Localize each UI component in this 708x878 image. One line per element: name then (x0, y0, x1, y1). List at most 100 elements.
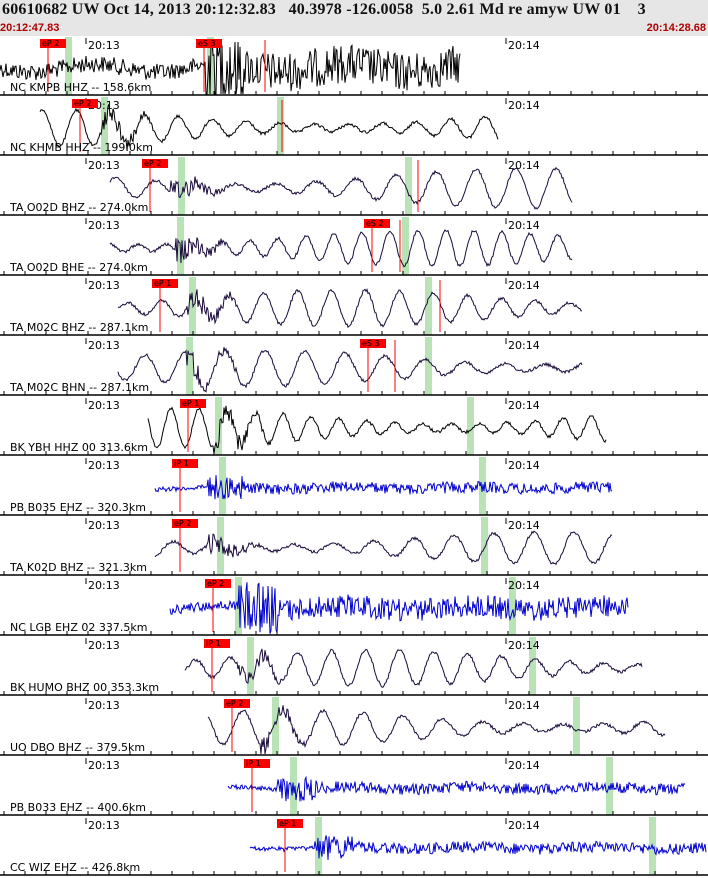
minute-tick-label: 20:13 (88, 579, 120, 592)
minute-tick-label: 20:13 (88, 459, 120, 472)
trace-row: 20:13 20:14 eP 2 NC LGB EHZ 02 337.5km (0, 577, 708, 636)
phase-pick-box[interactable] (152, 279, 178, 288)
phase-pick-box[interactable] (244, 759, 270, 768)
phase-pick-label: eP 2 (74, 99, 91, 108)
station-label: NC LGB EHZ 02 337.5km (10, 621, 147, 634)
phase-pick-box[interactable] (172, 459, 198, 468)
pick-window (219, 457, 226, 515)
pick-window (529, 637, 536, 695)
minute-tick-label: 20:13 (88, 339, 120, 352)
pick-window (217, 517, 224, 575)
phase-pick-box[interactable] (204, 639, 230, 648)
phase-pick-label: iP 1 (206, 639, 221, 648)
minute-tick-label: 20:14 (508, 459, 540, 472)
phase-pick-label: eP 2 (174, 519, 191, 528)
phase-pick-box[interactable] (205, 579, 231, 588)
minute-tick-label: 20:14 (508, 39, 540, 52)
waveform-trace (147, 405, 607, 455)
pick-window (425, 277, 432, 335)
pick-window (425, 337, 432, 395)
trace-row: 20:13 20:14 iP 1 BK HUMO BHZ 00 353.3km (0, 637, 708, 696)
end-time: 20:14:28.68 (646, 22, 706, 34)
minute-tick-label: 20:13 (88, 759, 120, 772)
minute-tick-label: 20:14 (508, 519, 540, 532)
phase-pick-box[interactable] (364, 219, 390, 228)
waveform-trace (207, 705, 666, 755)
waveform-trace (117, 288, 583, 329)
pick-window (277, 97, 284, 155)
phase-pick-box[interactable] (180, 399, 206, 408)
minute-tick-label: 20:13 (88, 819, 120, 832)
pick-window (65, 37, 72, 95)
trace-row: 20:13 20:14 eS 3 TA M02C BHN -- 287.1km (0, 337, 708, 396)
station-label: CC WIZ EHZ -- 426.8km (10, 861, 140, 874)
phase-pick-box[interactable] (360, 339, 386, 348)
minute-tick-label: 20:14 (508, 699, 540, 712)
minute-tick-label: 20:14 (508, 759, 540, 772)
waveform-trace (39, 103, 499, 151)
minute-tick-label: 20:14 (508, 639, 540, 652)
pick-window (573, 697, 580, 755)
phase-pick-label: eP 2 (144, 159, 161, 168)
pick-window (215, 397, 222, 455)
trace-row: 20:13 20:14 eP 1 TA M02C BHZ -- 287.1km (0, 277, 708, 336)
station-label: NC KMPB HHZ -- 158.6km (10, 81, 151, 94)
minute-tick-label: 20:14 (508, 219, 540, 232)
phase-pick-label: eP 2 (226, 699, 243, 708)
station-label: TA K02D BHZ -- 321.3km (9, 561, 147, 574)
phase-pick-label: eS 3 (198, 39, 216, 48)
minute-tick-label: 20:14 (508, 399, 540, 412)
station-label: TA M02C BHN -- 287.1km (9, 381, 149, 394)
waveform-trace (117, 347, 583, 393)
phase-pick-label: iP 1 (246, 759, 261, 768)
phase-pick-label: eP 1 (182, 399, 199, 408)
waveform-trace (169, 582, 629, 634)
waveform-trace (0, 40, 461, 95)
phase-pick-label: eP 1 (279, 819, 296, 828)
phase-pick-box[interactable] (277, 819, 303, 828)
minute-tick-label: 20:13 (88, 219, 120, 232)
phase-pick-box[interactable] (224, 699, 250, 708)
header-bar: 60610682 UW Oct 14, 2013 20:12:32.83 40.… (0, 0, 708, 36)
minute-tick-label: 20:14 (508, 279, 540, 292)
station-label: TA M02C BHZ -- 287.1km (9, 321, 148, 334)
pick-window (186, 337, 193, 395)
station-label: PB B035 EHZ -- 320.3km (10, 501, 146, 514)
pick-window (402, 217, 409, 275)
station-label: NC KHMB HHZ -- 199.0km (10, 141, 153, 154)
station-label: BK HUMO BHZ 00 353.3km (10, 681, 159, 694)
phase-pick-box[interactable] (142, 159, 168, 168)
minute-tick-label: 20:14 (508, 99, 540, 112)
minute-tick-label: 20:14 (508, 819, 540, 832)
waveform-trace (249, 835, 707, 860)
phase-pick-box[interactable] (196, 39, 222, 48)
minute-tick-label: 20:14 (508, 579, 540, 592)
minute-tick-label: 20:13 (88, 639, 120, 652)
pick-window (272, 697, 279, 755)
pick-window (178, 157, 185, 215)
minute-tick-label: 20:13 (88, 519, 120, 532)
waveform-trace (109, 229, 573, 268)
trace-row: 20:13 20:14 eP 1 CC WIZ EHZ -- 426.8km (0, 817, 708, 876)
trace-row: 20:13 20:14 eS 2 TA O02D BHE -- 274.0km (0, 217, 708, 276)
pick-window (247, 637, 254, 695)
trace-row: 20:13 20:14 eP 1 BK YBH HHZ 00 313.6km (0, 397, 708, 456)
trace-row: 20:13 20:14 eP 2 eS 3 NC KMPB HHZ -- 158.6km (0, 37, 708, 96)
seismogram-panel: 20:13 20:14 eP 2 eS 3 NC KMPB HHZ -- 158.6km… (0, 37, 708, 876)
station-label: BK YBH HHZ 00 313.6km (10, 441, 148, 454)
phase-pick-box[interactable] (172, 519, 198, 528)
phase-pick-box[interactable] (40, 39, 66, 48)
phase-pick-label: eP 2 (42, 39, 59, 48)
trace-row: 20:13 20:14 eP 2 TA K02D BHZ -- 321.3km (0, 517, 708, 576)
waveform-trace (184, 648, 643, 688)
trace-row: 20:13 20:14 eP 2 UO DBO BHZ -- 379.5km (0, 697, 708, 756)
phase-pick-box[interactable] (72, 99, 98, 108)
phase-pick-label: eP 2 (207, 579, 224, 588)
station-label: TA O02D BHZ -- 274.0km (9, 201, 148, 214)
waveform-trace (109, 166, 573, 210)
start-time: 20:12:47.83 (0, 22, 60, 34)
waveform-trace (227, 775, 686, 802)
trace-row: 20:13 20:14 iP 1 PB B035 EHZ -- 320.3km (0, 457, 708, 516)
